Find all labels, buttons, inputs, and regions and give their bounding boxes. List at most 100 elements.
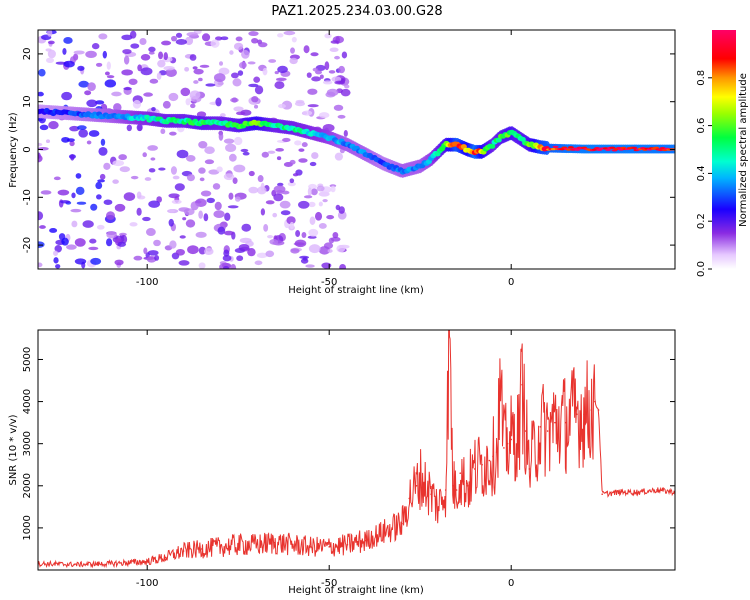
noise-cell [219,61,223,66]
noise-cell [77,202,87,205]
noise-cell [229,193,234,200]
noise-cell [71,193,75,199]
noise-cell [104,199,113,205]
noise-cell [207,198,215,203]
noise-cell [198,141,207,149]
noise-cell [342,51,347,58]
noise-cell [215,98,221,107]
snr-point [237,544,239,546]
noise-cell [328,249,333,253]
noise-cell [149,52,155,55]
noise-cell [178,207,189,212]
noise-cell [258,42,267,47]
noise-cell [236,255,243,261]
y-tick-label: 4000 [22,389,33,414]
noise-cell [48,41,55,45]
noise-cell [241,50,249,59]
noise-cell [187,174,195,181]
noise-cell [231,73,239,79]
noise-cell [96,63,102,67]
noise-cell [294,140,301,145]
noise-cell [253,77,260,83]
y-tick-label: 20 [22,48,33,61]
snr-point [467,485,469,487]
noise-cell [298,148,304,151]
noise-cell [107,61,111,69]
y-tick-label: 2000 [22,473,33,498]
snr-point [328,546,330,548]
noise-cell [84,90,91,95]
noise-cell [224,231,234,236]
noise-cell [274,81,284,89]
noise-cell [186,32,198,36]
noise-cell [304,195,312,198]
noise-cell [293,173,298,176]
noise-cell [115,204,126,212]
snr-point [165,557,167,559]
snr-point [481,464,483,466]
noise-cell [163,101,171,109]
noise-cell [205,159,214,164]
noise-cell [263,224,268,232]
snr-point [529,468,531,470]
noise-cell [86,99,97,107]
snr-point [492,456,494,458]
noise-cell [129,222,137,226]
noise-cell [269,239,278,245]
noise-cell [176,33,182,38]
noise-cell [137,208,142,216]
x-tick-label: 0 [508,578,514,589]
snr-point [598,409,600,411]
snr-point [383,531,385,533]
noise-cell [148,47,155,53]
noise-cell [268,151,276,154]
noise-cell [200,177,205,181]
noise-cell [217,82,223,86]
figure: PAZ1.2025.234.03.00.G28 -100 -50 [0,0,750,600]
noise-cell [150,157,155,160]
noise-cell [290,222,294,229]
noise-cell [35,211,43,220]
noise-cell [277,66,288,73]
noise-cell [90,258,101,265]
noise-cell [255,261,263,266]
noise-cell [336,245,345,252]
noise-cell [295,101,305,106]
snr-point [656,489,658,491]
noise-cell [130,31,137,39]
noise-cell [201,191,211,197]
noise-cell [40,125,49,131]
snr-point [503,447,505,449]
noise-cell [39,225,46,229]
noise-cell [251,38,258,44]
noise-cell [311,76,321,81]
noise-cell [180,235,186,238]
noise-cell [308,229,318,237]
noise-cell [145,177,152,181]
noise-cell [54,177,61,181]
noise-cell [338,115,346,119]
noise-cell [133,100,141,109]
noise-cell [196,232,207,238]
noise-cell [276,78,287,81]
noise-cell [241,149,249,152]
noise-cell [89,130,100,137]
noise-cell [309,244,321,253]
noise-cell [330,48,339,52]
snr-point [525,430,527,432]
noise-cell [111,92,122,97]
noise-cell [193,80,198,84]
ridge-cell [574,149,580,151]
noise-cell [235,196,241,201]
snr-point [408,498,410,500]
noise-cell [289,58,297,64]
snr-point [507,443,509,445]
noise-cell [184,67,189,72]
noise-cell [106,238,112,246]
noise-cell [308,104,319,107]
noise-cell [298,158,307,162]
noise-cell [122,49,131,54]
noise-cell [292,37,297,43]
noise-cell [281,210,291,215]
snr-point [74,564,76,566]
